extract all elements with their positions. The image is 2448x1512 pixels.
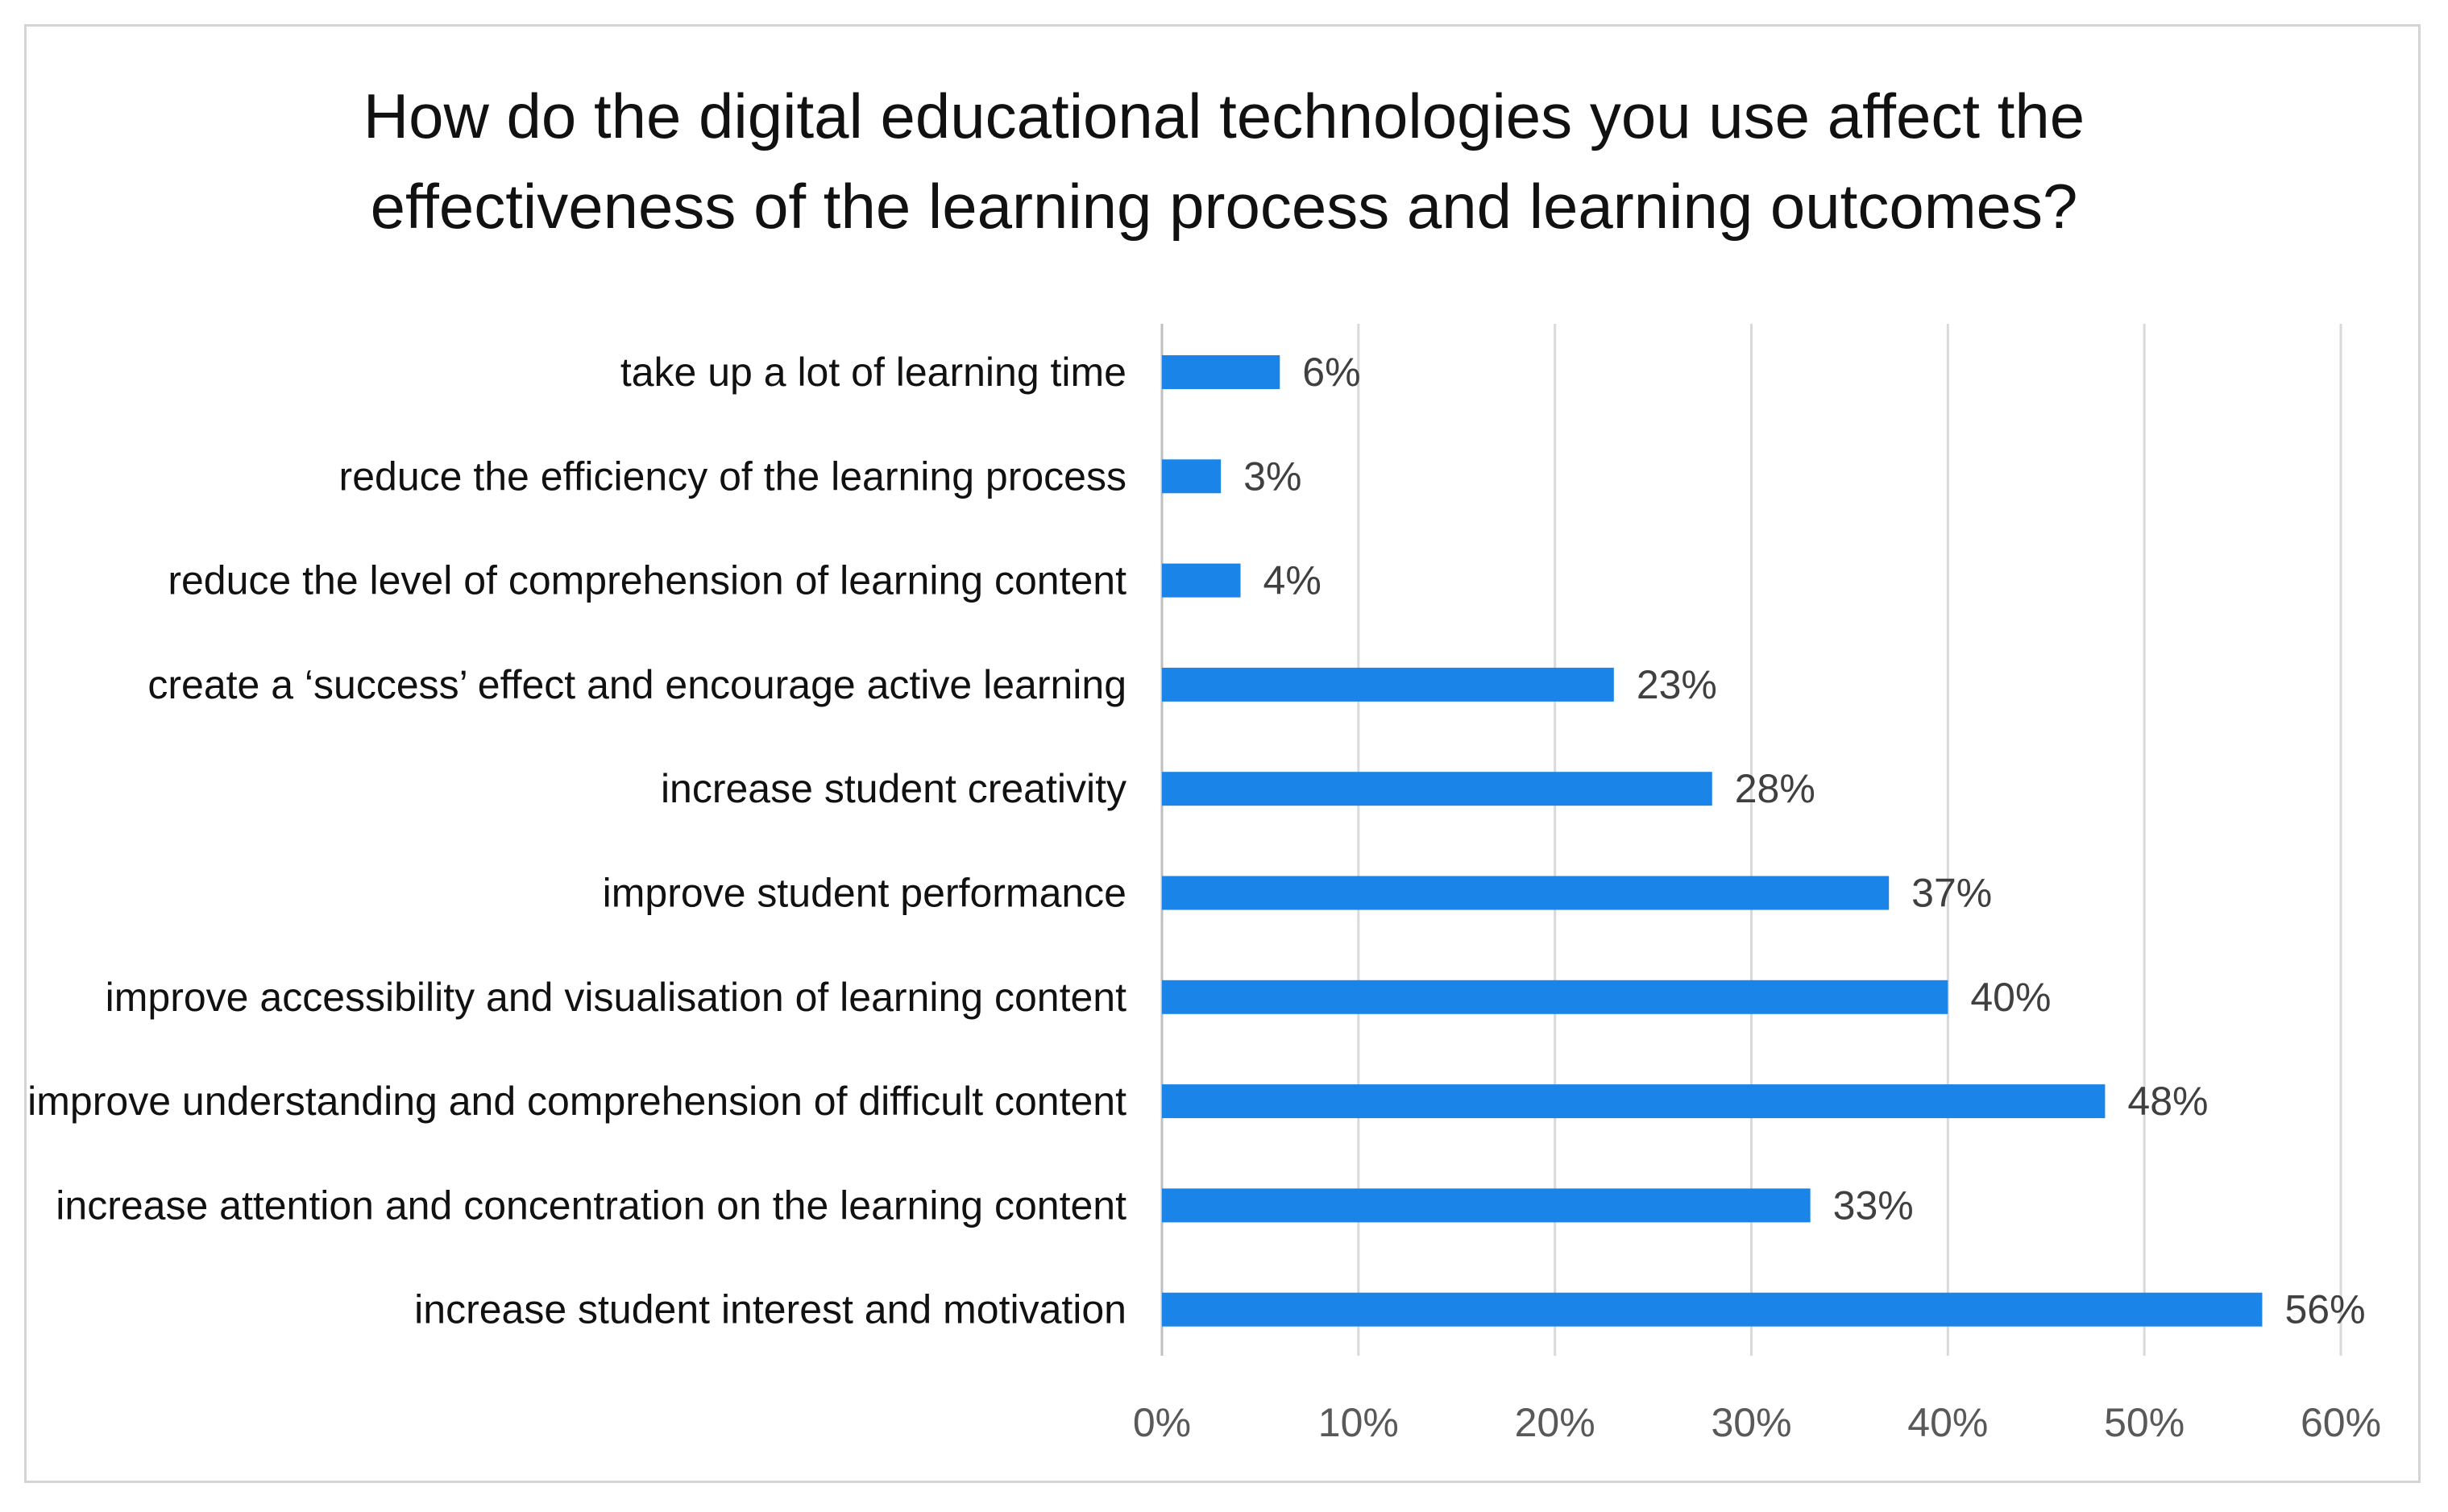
category-label: create a ‘success’ effect and encourage … (147, 662, 1126, 707)
data-label: 23% (1637, 662, 1717, 707)
data-label: 33% (1833, 1183, 1914, 1228)
data-label: 48% (2127, 1079, 2208, 1124)
category-label: reduce the efficiency of the learning pr… (339, 454, 1126, 499)
x-tick-label: 0% (1133, 1400, 1191, 1445)
category-label: take up a lot of learning time (620, 350, 1126, 395)
chart-title-line-1: How do the digital educational technolog… (363, 81, 2085, 151)
bar (1162, 772, 1712, 806)
bar (1162, 1084, 2106, 1119)
category-label: improve student performance (603, 871, 1126, 916)
bar (1162, 459, 1222, 494)
chart-frame (24, 24, 2421, 1483)
bar (1162, 355, 1280, 389)
chart-title-line-2: effectiveness of the learning process an… (370, 171, 2078, 242)
x-tick-label: 40% (1907, 1400, 1988, 1445)
category-label: increase student creativity (661, 766, 1126, 811)
data-label: 6% (1302, 350, 1360, 395)
bar (1162, 980, 1948, 1014)
x-tick-label: 60% (2301, 1400, 2381, 1445)
x-tick-label: 50% (2104, 1400, 2185, 1445)
category-label: reduce the level of comprehension of lea… (168, 558, 1126, 603)
x-tick-label: 10% (1318, 1400, 1399, 1445)
data-label: 28% (1735, 766, 1815, 811)
x-tick-label: 20% (1515, 1400, 1595, 1445)
data-label: 56% (2284, 1287, 2365, 1332)
data-label: 40% (1970, 975, 2051, 1020)
bar (1162, 563, 1241, 598)
data-label: 4% (1263, 558, 1322, 603)
chart-title: How do the digital educational technolog… (0, 71, 2448, 251)
category-label: improve accessibility and visualisation … (106, 975, 1126, 1020)
bar (1162, 1292, 2263, 1327)
data-label: 37% (1911, 871, 1992, 916)
bar (1162, 876, 1890, 910)
x-tick-label: 30% (1711, 1400, 1791, 1445)
bar (1162, 1188, 1811, 1223)
bar (1162, 667, 1614, 702)
category-label: increase attention and concentration on … (56, 1183, 1126, 1228)
category-label: improve understanding and comprehension … (27, 1079, 1126, 1124)
category-label: increase student interest and motivation (414, 1287, 1126, 1332)
data-label: 3% (1243, 454, 1301, 499)
